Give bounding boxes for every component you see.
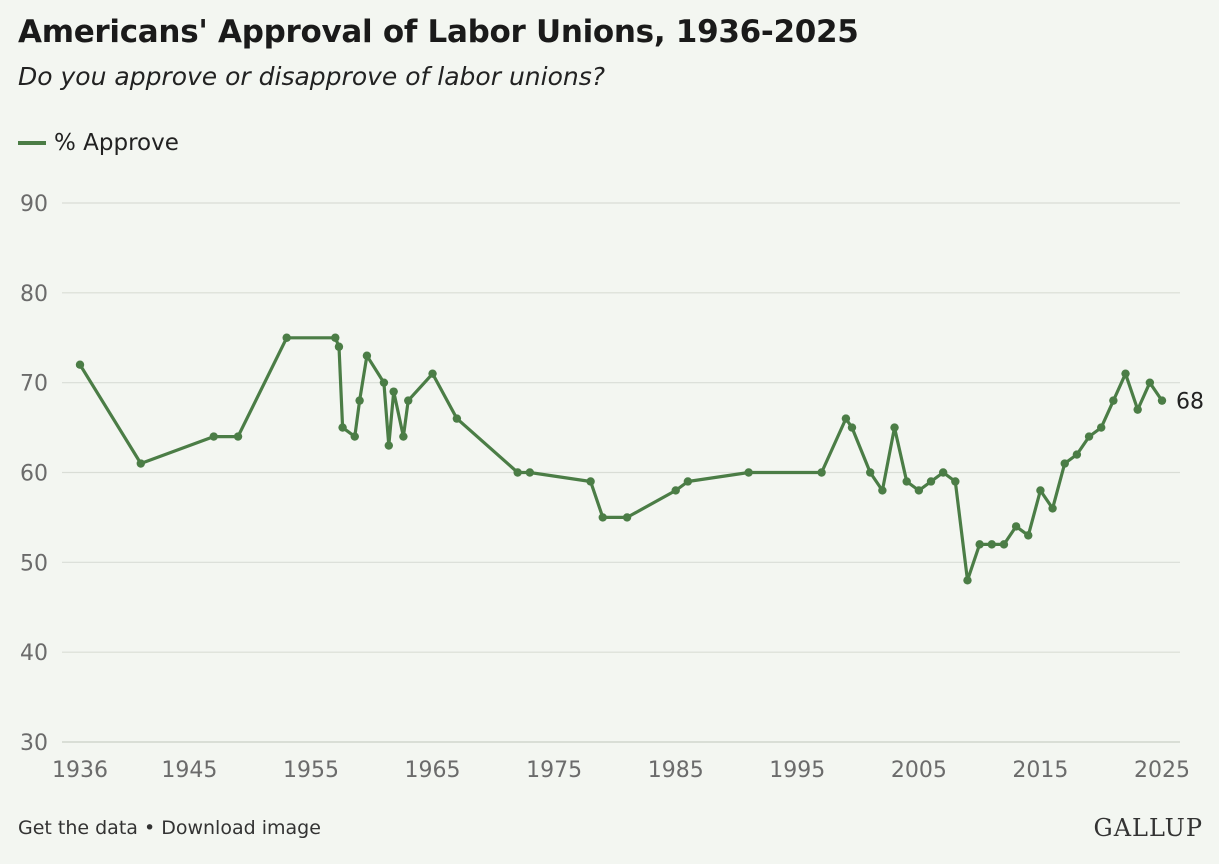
data-point-1967 <box>452 414 462 423</box>
x-tick-label-1985: 1985 <box>648 758 704 783</box>
data-point-1957.3 <box>334 342 344 351</box>
x-tick-label-1945: 1945 <box>161 758 217 783</box>
y-tick-label-30: 30 <box>20 731 48 756</box>
data-point-1999.5 <box>847 423 857 432</box>
x-tick-label-1936: 1936 <box>52 758 108 783</box>
data-point-1986 <box>683 477 693 486</box>
legend-swatch <box>18 141 46 145</box>
data-point-1957.6 <box>338 423 347 432</box>
end-value-label: 68 <box>1176 390 1204 415</box>
data-point-1962.6 <box>399 432 408 441</box>
x-tick-label-1955: 1955 <box>283 758 339 783</box>
y-tick-label-60: 60 <box>20 462 48 487</box>
data-point-2013 <box>1011 522 1021 531</box>
data-point-2008 <box>951 477 960 486</box>
y-tick-label-90: 90 <box>20 192 48 217</box>
data-point-1978 <box>586 477 595 486</box>
data-point-1981 <box>622 513 632 522</box>
x-tick-label-1995: 1995 <box>769 758 825 783</box>
data-point-2023 <box>1133 405 1142 414</box>
data-point-2003 <box>890 423 899 432</box>
data-point-1985 <box>671 486 680 495</box>
chart-title: Americans' Approval of Labor Unions, 193… <box>18 14 859 50</box>
data-point-1936 <box>75 360 85 369</box>
data-point-1991 <box>744 468 753 477</box>
data-point-1979 <box>598 513 607 522</box>
data-point-2022 <box>1121 369 1130 378</box>
data-point-2021 <box>1109 396 1118 405</box>
series-line-approve <box>78 336 1164 582</box>
data-point-2012 <box>999 540 1009 549</box>
data-point-1958.6 <box>350 432 359 441</box>
footer-separator: • <box>137 817 162 839</box>
download-image-link[interactable]: Download image <box>161 817 321 839</box>
data-point-1959.6 <box>362 351 372 360</box>
data-point-1963 <box>404 396 413 405</box>
y-tick-label-40: 40 <box>20 641 48 666</box>
data-point-1972 <box>513 468 522 477</box>
x-tick-label-1965: 1965 <box>405 758 461 783</box>
chart-subtitle: Do you approve or disapprove of labor un… <box>18 62 606 91</box>
footer-links: Get the data • Download image <box>18 817 321 839</box>
y-tick-label-80: 80 <box>20 282 48 307</box>
data-point-1961.8 <box>389 387 398 396</box>
data-point-1947 <box>209 432 218 441</box>
data-point-1997 <box>817 468 826 477</box>
data-point-2006 <box>926 477 936 486</box>
x-tick-label-2005: 2005 <box>891 758 947 783</box>
x-tick-label-2015: 2015 <box>1012 758 1068 783</box>
data-point-2001 <box>866 468 875 477</box>
legend-label: % Approve <box>54 130 179 156</box>
data-point-2004 <box>902 477 911 486</box>
get-data-link[interactable]: Get the data <box>18 817 138 839</box>
y-tick-label-50: 50 <box>20 551 48 576</box>
data-point-2019 <box>1084 432 1094 441</box>
data-point-2005 <box>914 486 924 495</box>
data-point-2007 <box>938 468 948 477</box>
data-point-2015 <box>1036 486 1045 495</box>
data-point-1949 <box>233 432 243 441</box>
data-point-1973 <box>525 468 535 477</box>
data-point-2011 <box>987 540 996 549</box>
data-point-1999 <box>841 414 851 423</box>
gallup-logo: GALLUP <box>1093 814 1203 842</box>
y-tick-label-70: 70 <box>20 372 48 397</box>
data-point-1941 <box>136 459 145 468</box>
data-point-1961 <box>379 378 389 387</box>
data-point-2009 <box>963 576 972 585</box>
data-point-2018 <box>1072 450 1082 459</box>
x-tick-label-2025: 2025 <box>1134 758 1190 783</box>
data-point-1965 <box>428 369 437 378</box>
data-point-2002 <box>878 486 887 495</box>
x-tick-label-1975: 1975 <box>526 758 582 783</box>
data-point-1961.4 <box>384 441 393 450</box>
legend: % Approve <box>18 130 179 156</box>
data-point-2010 <box>975 540 984 549</box>
data-point-2017 <box>1060 459 1069 468</box>
data-point-1953 <box>282 333 291 342</box>
data-point-1957 <box>331 333 340 342</box>
data-point-2016 <box>1048 504 1057 513</box>
data-point-2014 <box>1024 531 1033 540</box>
data-point-2025 <box>1157 396 1167 405</box>
data-point-1959 <box>355 396 364 405</box>
data-point-2024 <box>1145 378 1155 387</box>
data-point-2020 <box>1097 423 1106 432</box>
